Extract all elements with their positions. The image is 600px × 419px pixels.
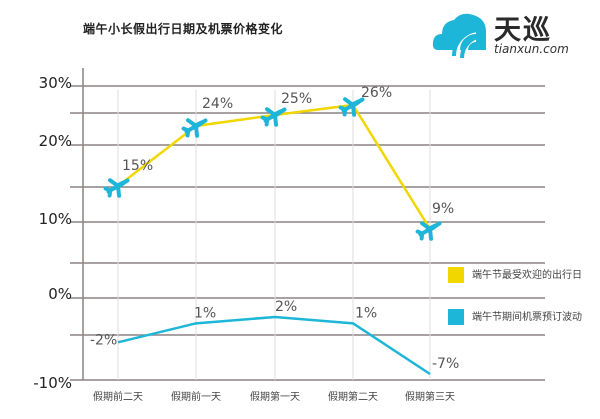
series-line-ticket-booking	[117, 315, 431, 376]
x-tick-label: 假期前二天	[93, 390, 143, 403]
tianxun-logo: 天巡 tianxun.com	[432, 6, 592, 62]
airplane-icon	[181, 118, 208, 138]
data-label: 9%	[432, 201, 454, 217]
logo-text-cn: 天巡	[494, 15, 552, 46]
data-label: 15%	[122, 158, 153, 174]
x-tick-label: 假期第一天	[250, 390, 300, 403]
logo-text-en: tianxun.com	[494, 42, 569, 56]
x-tick-label: 假期第三天	[405, 390, 455, 403]
legend-label: 端午节期间机票预订波动	[472, 310, 582, 323]
y-tick-label: 20%	[39, 132, 72, 150]
cloud-wifi-icon	[432, 13, 486, 59]
data-label: 1%	[194, 305, 216, 321]
x-tick-label: 假期前一天	[171, 390, 221, 403]
y-tick-label: 10%	[39, 210, 72, 228]
legend-swatch	[448, 309, 464, 325]
x-tick-label: 假期第二天	[328, 390, 378, 403]
data-label: 24%	[202, 96, 233, 112]
legend-swatch	[448, 267, 464, 283]
airplane-icon	[103, 178, 130, 198]
airplane-icon	[338, 97, 365, 117]
data-label: 2%	[275, 299, 297, 315]
legend-label: 端午节最受欢迎的出行日	[472, 268, 582, 281]
y-tick-label: -10%	[33, 374, 72, 392]
airplane-icon	[260, 107, 287, 127]
data-label: -2%	[90, 332, 117, 348]
y-tick-label: 0%	[48, 285, 72, 303]
data-label: 1%	[355, 305, 377, 321]
data-label: 25%	[281, 91, 312, 107]
chart-title: 端午小长假出行日期及机票价格变化	[83, 22, 284, 36]
y-tick-label: 30%	[39, 74, 72, 92]
airplane-icon	[415, 221, 442, 241]
data-label: -7%	[432, 356, 459, 372]
data-label: 26%	[361, 85, 392, 101]
